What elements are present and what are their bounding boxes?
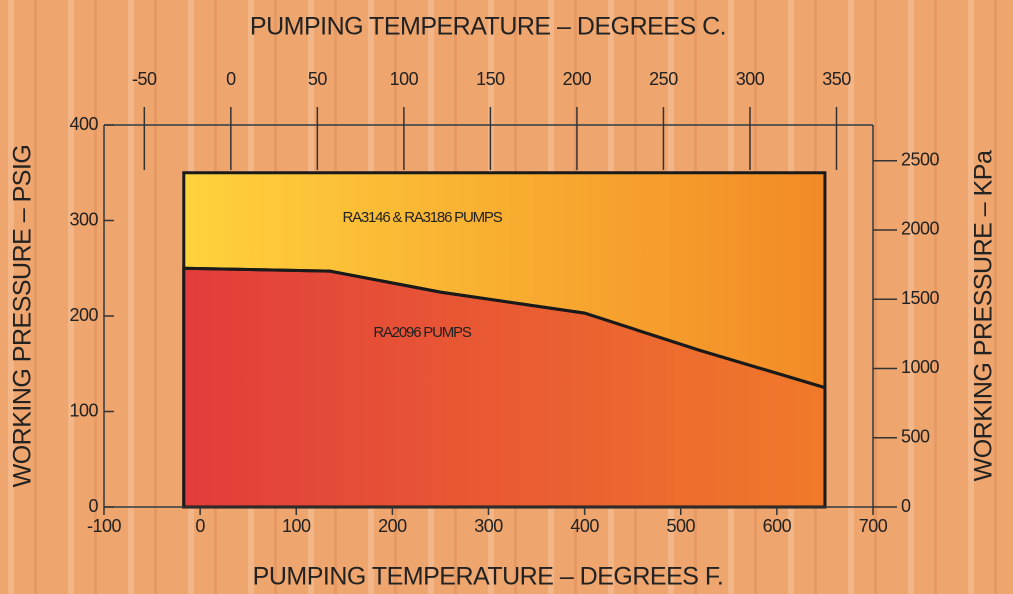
- y2-tick-label: 2500: [901, 149, 940, 169]
- y-tick-label: 300: [69, 209, 98, 229]
- x-tick-label: 500: [666, 516, 695, 536]
- y-tick-label: 100: [69, 400, 98, 420]
- x2-tick-label: -50: [132, 69, 157, 89]
- x-tick-label: 700: [859, 516, 888, 536]
- x2-tick-label: 300: [736, 69, 765, 89]
- y2-tick-label: 1000: [901, 357, 940, 377]
- x-tick-label: -100: [87, 516, 122, 536]
- x-tick-label: 300: [474, 516, 503, 536]
- left-axis-title: WORKING PRESSURE – PSIG: [9, 145, 37, 488]
- plot-area: [103, 124, 874, 509]
- x2-tick-label: 350: [822, 69, 851, 89]
- y-tick-label: 400: [69, 114, 98, 134]
- x2-tick-label: 150: [476, 69, 505, 89]
- series-label: RA2096 PUMPS: [373, 324, 472, 341]
- x-tick-label: 0: [195, 516, 205, 536]
- x-tick-label: 600: [763, 516, 792, 536]
- x-tick-label: 400: [570, 516, 599, 536]
- y2-tick-label: 2000: [901, 219, 940, 239]
- x2-tick-label: 50: [308, 69, 328, 89]
- x2-tick-label: 100: [390, 69, 419, 89]
- top-axis-title: PUMPING TEMPERATURE – DEGREES C.: [250, 13, 726, 41]
- y2-tick-label: 0: [901, 496, 911, 516]
- y2-tick-label: 500: [901, 426, 930, 446]
- boundary-line: [183, 266, 826, 390]
- bottom-axis-title: PUMPING TEMPERATURE – DEGREES F.: [253, 563, 724, 591]
- y-tick-label: 200: [69, 305, 98, 325]
- y2-tick-label: 1500: [901, 288, 940, 308]
- x2-tick-label: 250: [649, 69, 678, 89]
- right-axis-title: WORKING PRESSURE – KPa: [970, 150, 998, 481]
- series-label: RA3146 & RA3186 PUMPS: [342, 209, 502, 226]
- x2-tick-label: 200: [563, 69, 592, 89]
- x-tick-label: 200: [378, 516, 407, 536]
- y-tick-label: 0: [88, 496, 98, 516]
- x-tick-label: 100: [282, 516, 311, 536]
- x2-tick-label: 0: [226, 69, 236, 89]
